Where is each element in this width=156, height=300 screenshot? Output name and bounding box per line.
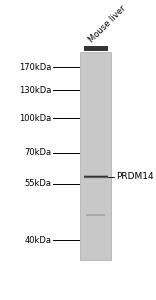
Bar <box>80 52 111 260</box>
Bar <box>84 46 108 51</box>
Text: 100kDa: 100kDa <box>19 113 51 122</box>
Text: 170kDa: 170kDa <box>19 63 51 72</box>
Text: 55kDa: 55kDa <box>24 179 51 188</box>
Text: PRDM14: PRDM14 <box>116 172 154 182</box>
Text: 40kDa: 40kDa <box>24 236 51 245</box>
Text: 130kDa: 130kDa <box>19 86 51 95</box>
Text: 70kDa: 70kDa <box>24 148 51 157</box>
Text: Mouse liver: Mouse liver <box>88 3 128 44</box>
